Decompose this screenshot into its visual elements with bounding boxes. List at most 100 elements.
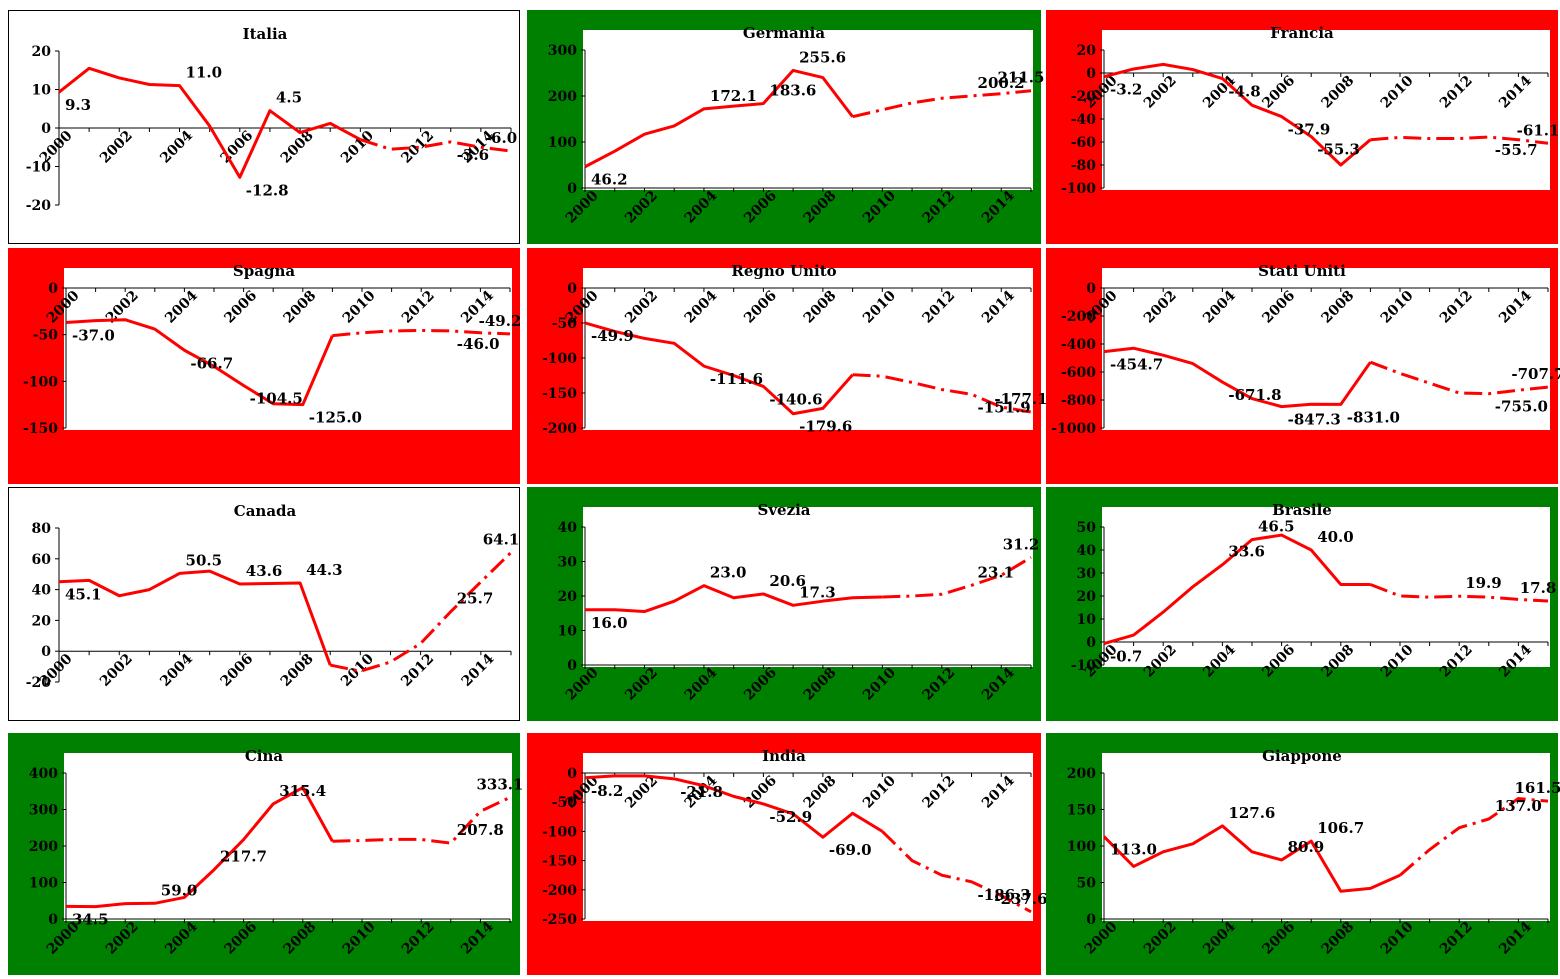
x-tick-label: 2008 (1319, 919, 1358, 958)
data-label: 113.0 (1110, 841, 1157, 859)
data-label: 17.8 (1520, 579, 1557, 597)
x-tick-label: 2004 (682, 188, 721, 227)
y-tick-label: -100 (542, 824, 577, 840)
y-tick-label: 0 (48, 281, 58, 297)
y-tick-label: 300 (29, 803, 58, 819)
chart-title: Brasile (1272, 501, 1332, 519)
data-label: 137.0 (1495, 797, 1542, 815)
chart-panel-spagna: Spagna -150 -100 -50 0 2000 2002 2004 2006 2008 20… (8, 248, 522, 484)
y-tick-label: 80 (32, 521, 52, 537)
chart-panel-stati-uniti: Stati Uniti -1000 -800 -600 -400 -200 0 2000 200… (1046, 248, 1560, 484)
y-tick-label: 0 (1086, 912, 1096, 928)
series-line-forecast (852, 89, 1032, 119)
data-label: -66.7 (190, 354, 233, 372)
data-label: -707.7 (1511, 365, 1560, 383)
y-tick-label: -50 (33, 328, 59, 344)
data-label: 211.5 (998, 69, 1045, 87)
y-tick-label: 200 (29, 839, 58, 855)
x-tick-label: 2008 (281, 919, 320, 958)
data-label: -8.2 (591, 782, 623, 800)
y-tick-label: 100 (548, 135, 577, 151)
data-label: -21.8 (680, 783, 723, 801)
data-label: 20.6 (769, 572, 806, 590)
data-label: 50.5 (186, 551, 223, 569)
x-tick-label: 2012 (398, 651, 437, 690)
plot-area (583, 507, 1033, 667)
x-tick-label: 2014 (458, 919, 497, 958)
data-label: 4.5 (276, 89, 302, 107)
y-tick-label: -60 (1071, 135, 1097, 151)
y-tick-label: 0 (41, 121, 51, 137)
data-label: -49.2 (479, 312, 522, 330)
y-tick-label: 20 (1077, 43, 1097, 59)
data-label: -37.0 (72, 327, 115, 345)
y-tick-label: -250 (542, 912, 577, 928)
chart-title: Cina (245, 747, 284, 765)
x-tick-label: 2004 (157, 651, 196, 690)
x-tick-label: 2006 (741, 188, 780, 227)
data-label: 44.3 (306, 561, 343, 579)
data-label: -111.6 (710, 370, 763, 388)
data-label: 16.0 (591, 614, 628, 632)
data-label: 25.7 (457, 590, 494, 608)
data-label: 217.7 (220, 848, 267, 866)
x-tick-label: 2014 (979, 188, 1018, 227)
data-label: 46.2 (591, 171, 628, 189)
data-label: 46.5 (1258, 518, 1295, 536)
data-label: 161.5 (1515, 779, 1560, 797)
y-tick-label: 300 (548, 43, 577, 59)
chart-title: Svezia (757, 501, 810, 519)
data-label: -151.9 (978, 398, 1031, 416)
plot-area (583, 753, 1033, 921)
series-line-actual (65, 318, 334, 407)
data-label: -3.6 (457, 146, 489, 164)
y-tick-label: 40 (32, 583, 52, 599)
y-tick-label: 100 (1067, 839, 1096, 855)
x-tick-label: 2002 (103, 919, 142, 958)
data-label: -847.3 (1288, 411, 1341, 429)
data-label: -52.9 (769, 808, 812, 826)
y-tick-label: 50 (1077, 876, 1097, 892)
data-label: 45.1 (65, 586, 102, 604)
data-label: 19.9 (1465, 574, 1502, 592)
x-tick-label: 2010 (860, 188, 899, 227)
x-tick-label: 2014 (1496, 919, 1535, 958)
series-line-actual (58, 569, 332, 666)
y-tick-label: 0 (567, 281, 577, 297)
y-tick-label: -100 (542, 351, 577, 367)
y-tick-label: 20 (1077, 589, 1097, 605)
series-line-actual (584, 774, 884, 839)
data-label: -55.3 (1317, 141, 1360, 159)
chart-title: Germania (743, 24, 825, 42)
x-tick-label: 2012 (920, 188, 959, 227)
data-label: -12.8 (246, 181, 289, 199)
series-line-actual (1103, 346, 1372, 409)
series-line-actual (58, 66, 362, 179)
x-tick-label: 2006 (1259, 919, 1298, 958)
data-label: 23.0 (710, 564, 747, 582)
chart-panel-canada: Canada -20 0 20 40 60 80 2000 2002 2004 2006 2008 20… (8, 487, 520, 721)
data-label: 127.6 (1228, 804, 1275, 822)
y-tick-label: -150 (23, 421, 58, 437)
data-label: -0.7 (1110, 648, 1142, 666)
series-line-actual (65, 786, 334, 909)
data-label: -755.0 (1495, 398, 1548, 416)
y-tick-label: -20 (1071, 89, 1097, 105)
chart-panel-india: India -250 -200 -150 -100 -50 0 2000 2002 2004 200… (527, 733, 1048, 975)
y-tick-label: -800 (1061, 393, 1096, 409)
y-tick-label: -20 (26, 198, 52, 214)
x-tick-label: 2014 (459, 651, 498, 690)
y-tick-label: 30 (558, 555, 578, 571)
x-tick-label: 2012 (399, 919, 438, 958)
x-tick-label: 2004 (157, 128, 196, 167)
x-tick-label: 2008 (278, 651, 317, 690)
data-label: -179.6 (799, 418, 852, 436)
chart-title: Regno Unito (731, 262, 836, 280)
chart-panel-svezia: Svezia 0 10 20 30 40 2000 2002 2004 2006 2008 2010 2… (527, 487, 1041, 721)
